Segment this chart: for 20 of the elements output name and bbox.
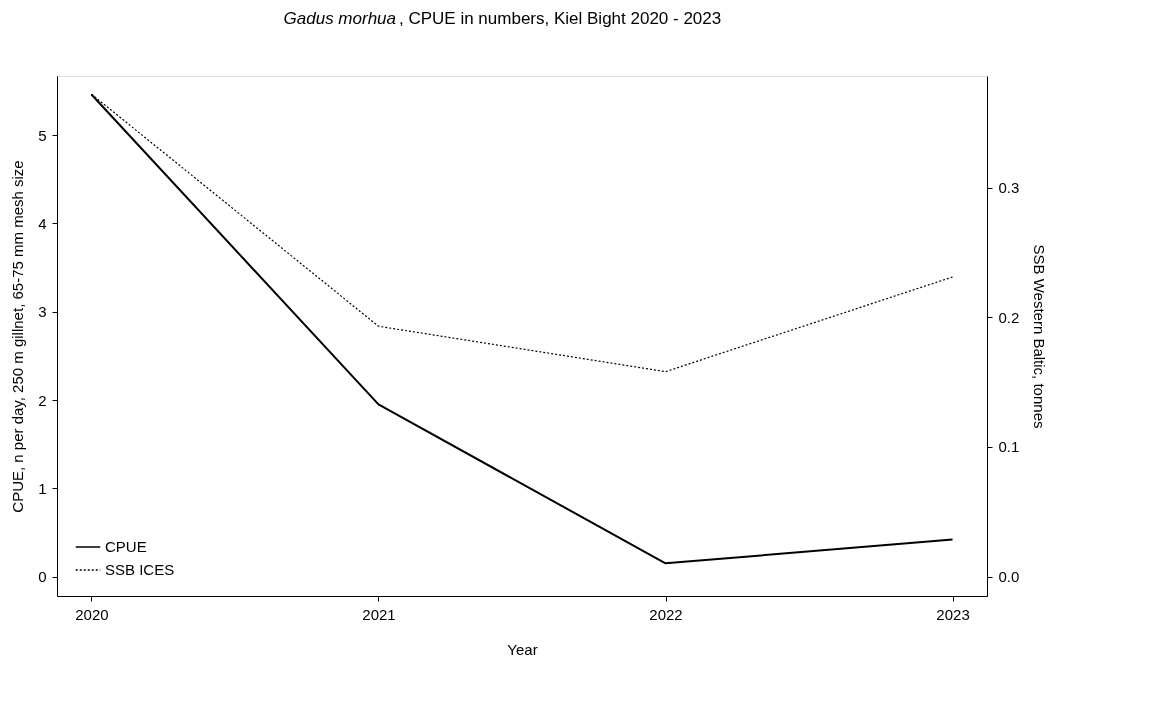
y-tick-label: 0 bbox=[38, 568, 47, 586]
y-tick-label: 4 bbox=[38, 214, 47, 232]
y-tick-label: 5 bbox=[38, 126, 47, 144]
y-tick-label: 2 bbox=[38, 391, 47, 409]
y2-tick-label: 0.1 bbox=[998, 438, 1020, 456]
y2-tick-label: 0.3 bbox=[998, 179, 1020, 197]
y-tick-label: 3 bbox=[38, 303, 47, 321]
y2-tick-label: 0.0 bbox=[998, 568, 1020, 586]
x-axis-title: Year bbox=[507, 640, 538, 658]
x-tick-label: 2022 bbox=[649, 605, 683, 623]
y-tick-label: 1 bbox=[38, 479, 47, 497]
legend-label: CPUE bbox=[105, 538, 147, 555]
chart-title: Gadus morhua , CPUE in numbers, Kiel Bight 2020 - 2023 bbox=[283, 9, 722, 28]
x-tick-label: 2020 bbox=[75, 605, 109, 623]
y2-tick-label: 0.2 bbox=[998, 308, 1020, 326]
legend-label: SSB ICES bbox=[105, 561, 175, 578]
y2-axis-title: SSB Western Baltic, tonnes bbox=[1031, 244, 1049, 429]
x-tick-label: 2021 bbox=[362, 605, 396, 623]
x-tick-label: 2023 bbox=[936, 605, 970, 623]
y-axis-title: CPUE, n per day, 250 m gillnet, 65-75 mm mesh size bbox=[9, 160, 27, 513]
